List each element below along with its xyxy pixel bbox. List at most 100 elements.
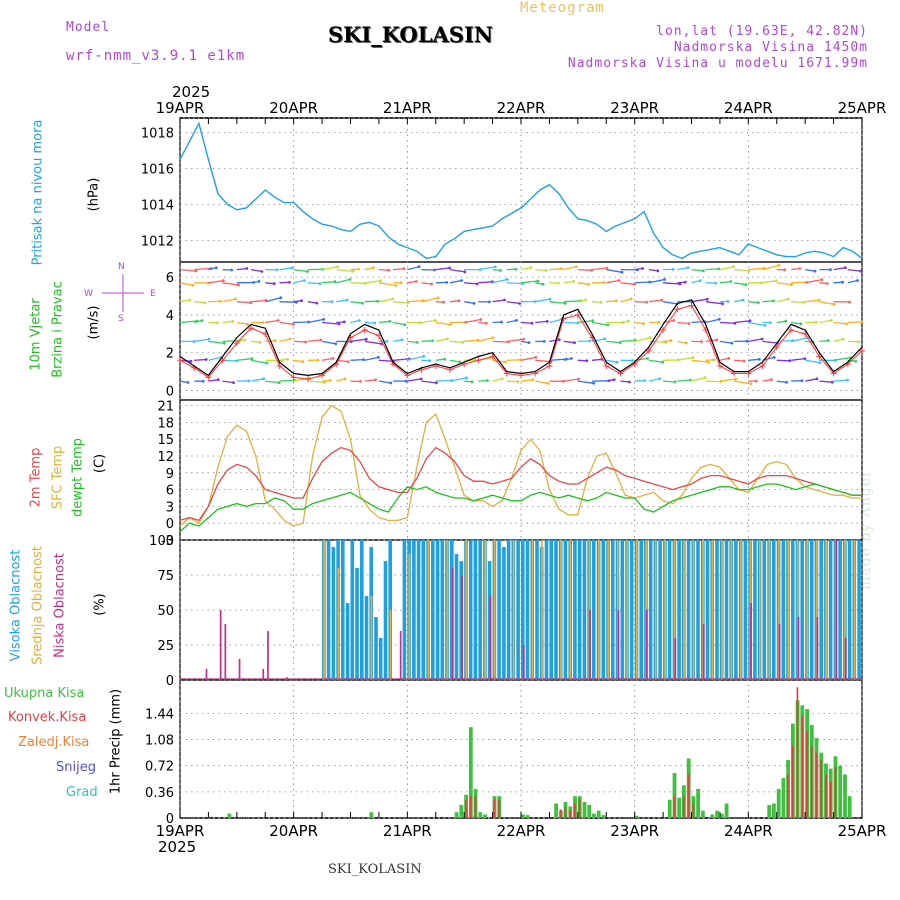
wind-arrow bbox=[449, 268, 465, 273]
low-cloud-bar bbox=[835, 540, 838, 680]
wind-arrow-head bbox=[757, 357, 761, 361]
total-rain-bar bbox=[454, 812, 459, 818]
wind-arrow-head bbox=[428, 359, 431, 362]
wind-arrow-head bbox=[290, 266, 294, 270]
wind-arrow-head bbox=[221, 279, 225, 283]
wind-arrow-head bbox=[591, 319, 595, 323]
wind-arrow bbox=[392, 321, 406, 326]
high-cloud-bar bbox=[800, 540, 804, 680]
wind-arrow-head bbox=[588, 339, 592, 343]
low-cloud-bar bbox=[219, 610, 222, 680]
high-cloud-bar bbox=[857, 540, 861, 680]
wind-arrow bbox=[364, 267, 374, 271]
wind-arrow-head bbox=[744, 283, 748, 287]
wind-arrow-head bbox=[815, 377, 819, 381]
wind-arrow bbox=[549, 301, 566, 305]
high-cloud-bar bbox=[554, 540, 558, 680]
wind-arrow bbox=[733, 299, 744, 303]
wind-arrow bbox=[591, 358, 603, 361]
wind-arrow-head bbox=[491, 336, 495, 340]
high-cloud-bar bbox=[762, 540, 767, 680]
wind-arrow bbox=[648, 359, 663, 363]
wind-arrow bbox=[478, 379, 488, 382]
wind-arrow-head bbox=[233, 297, 237, 301]
wind-arrow-head bbox=[337, 322, 341, 326]
total-rain-bar bbox=[596, 810, 601, 818]
gust-marker bbox=[233, 340, 240, 347]
wind-arrow-head bbox=[504, 360, 507, 364]
precip-ylabel-wrap: 1hr Precip (mm) bbox=[106, 688, 126, 800]
mid-cloud-bar bbox=[692, 540, 695, 680]
high-cloud-bar bbox=[355, 568, 359, 680]
temp-title-sfc: SFC Temp bbox=[50, 445, 66, 510]
wind-arrow-head bbox=[648, 336, 652, 340]
wind-arrow-head bbox=[488, 300, 491, 304]
wind-arrow-head bbox=[463, 270, 467, 274]
wind-arrow bbox=[279, 321, 294, 325]
wind-arrow bbox=[279, 281, 290, 284]
wind-arrow-head bbox=[522, 337, 526, 341]
high-cloud-bar bbox=[487, 561, 492, 680]
convective-rain-bar bbox=[559, 809, 562, 818]
wind-arrow bbox=[762, 340, 778, 344]
wind-arrow-head bbox=[286, 357, 289, 361]
wind-arrow bbox=[719, 340, 732, 344]
wind-arrow bbox=[790, 301, 804, 304]
wind-arrow-head bbox=[203, 301, 207, 305]
temp-label-wrap-1: 2m Temp bbox=[26, 440, 46, 520]
wind-arrow-head bbox=[200, 319, 204, 322]
wind-arrow bbox=[407, 355, 424, 361]
mid-cloud-bar bbox=[844, 540, 846, 680]
wind-arrow bbox=[819, 339, 829, 343]
wind-arrow bbox=[350, 338, 367, 343]
high-cloud-bar bbox=[753, 540, 757, 680]
wind-arrow-head bbox=[707, 360, 710, 364]
wind-arrow-head bbox=[275, 268, 279, 272]
wind-arrow-head bbox=[387, 268, 391, 272]
year-top: 2025 bbox=[172, 83, 211, 101]
low-cloud-bar bbox=[750, 603, 752, 680]
total-rain-bar bbox=[582, 802, 587, 818]
high-cloud-bar bbox=[345, 603, 350, 680]
wind-arrow-head bbox=[385, 339, 389, 343]
wind-arrow-head bbox=[787, 297, 790, 301]
cloud-ytick-label: 0 bbox=[166, 674, 174, 689]
temp-title-dewpt: dewpt Temp bbox=[70, 438, 86, 518]
wind-arrow bbox=[762, 279, 777, 284]
bottom-date-label: 22APR bbox=[497, 822, 546, 840]
wind-arrow bbox=[250, 299, 267, 303]
high-cloud-bar bbox=[601, 540, 606, 680]
wind-arrow bbox=[677, 267, 689, 271]
wind-arrow-head bbox=[698, 279, 702, 282]
wind-arrow-head bbox=[391, 297, 395, 301]
wind-arrow bbox=[833, 338, 844, 343]
wind-arrow-head bbox=[663, 278, 666, 281]
wind-arrow bbox=[520, 356, 536, 361]
gust-marker bbox=[489, 353, 496, 360]
temp-ytick-label: 6 bbox=[166, 484, 174, 499]
wind-arrow-head bbox=[584, 298, 588, 302]
wind-arrow bbox=[194, 358, 207, 361]
low-cloud-bar bbox=[589, 610, 591, 680]
wind-arrow-head bbox=[832, 302, 836, 306]
wind-arrow-head bbox=[734, 377, 738, 381]
wind-arrow bbox=[790, 357, 805, 361]
wind-arrow-head bbox=[541, 282, 545, 286]
wind-arrow bbox=[478, 337, 494, 343]
precip-ytick-label: 0.36 bbox=[145, 786, 174, 801]
wind-arrow bbox=[322, 321, 340, 325]
wind-arrow-head bbox=[343, 377, 347, 381]
cloud-label-wrap-2: Srednja Oblacnost bbox=[28, 546, 48, 668]
wind-arrow bbox=[620, 298, 632, 303]
wind-arrow-head bbox=[714, 281, 718, 285]
wind-arrow bbox=[194, 267, 212, 271]
wind-arrow-head bbox=[760, 337, 764, 341]
wind-arrow-head bbox=[237, 283, 240, 287]
wind-arrow-head bbox=[860, 320, 864, 324]
wind-arrow-head bbox=[472, 302, 476, 305]
cloud-title-high: Visoka Oblacnost bbox=[8, 549, 24, 662]
wind-arrow-head bbox=[186, 381, 190, 384]
wind-arrow bbox=[336, 299, 348, 303]
wind-arrow bbox=[833, 321, 847, 325]
cloud-unit: (%) bbox=[92, 593, 108, 616]
